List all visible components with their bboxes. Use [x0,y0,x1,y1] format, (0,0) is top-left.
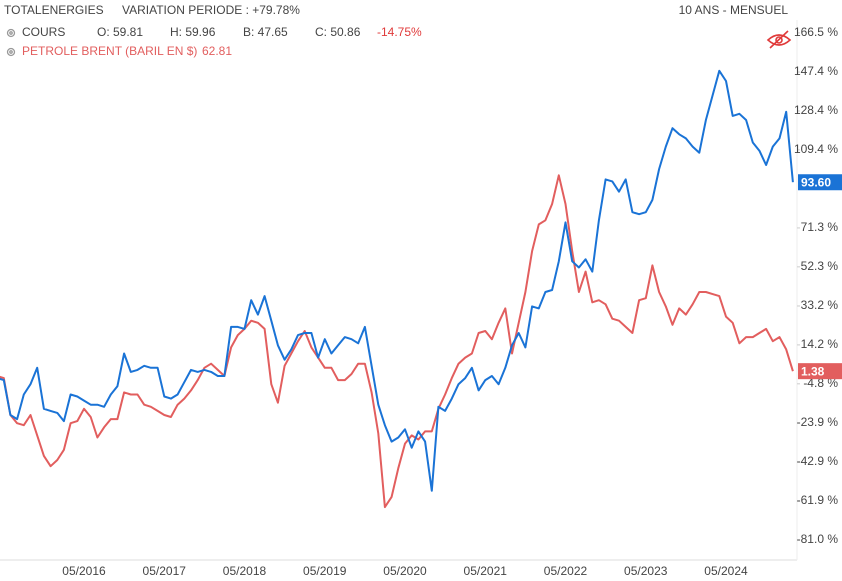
hide-icon[interactable] [766,30,792,49]
ohlc-open: O: 59.81 [97,25,143,39]
x-tick-label: 05/2021 [464,564,508,578]
y-tick-label: -61.9 % [797,493,839,507]
end-label: 1.38 [801,364,825,378]
change: -14.75% [377,25,422,39]
y-tick-label: -23.9 % [797,415,839,429]
x-tick-label: 05/2024 [704,564,748,578]
price-line [0,69,794,492]
y-tick-label: 109.4 % [794,142,838,156]
x-tick-label: 05/2016 [62,564,106,578]
legend-brent-value: 62.81 [202,44,232,58]
x-tick-label: 05/2023 [624,564,668,578]
settings-icon[interactable] [6,47,16,57]
y-tick-label: -4.8 % [803,376,838,390]
ohlc-close: C: 50.86 [315,25,361,39]
variation: VARIATION PERIODE : +79.78% [122,3,300,17]
ohlc-high: H: 59.96 [170,25,216,39]
legend-cours: COURS [22,25,65,39]
y-tick-label: 147.4 % [794,64,838,78]
x-tick-label: 05/2019 [303,564,347,578]
x-tick-label: 05/2017 [143,564,187,578]
y-tick-label: 52.3 % [801,259,839,273]
y-tick-label: -42.9 % [797,454,839,468]
settings-icon[interactable] [6,28,16,38]
y-tick-label: 166.5 % [794,25,838,39]
end-label-box [798,174,842,191]
y-tick-label: 128.4 % [794,103,838,117]
y-tick-label: 33.2 % [801,298,839,312]
y-tick-label: 71.3 % [801,220,839,234]
ohlc-low: B: 47.65 [243,25,288,39]
legend-brent: PETROLE BRENT (BARIL EN $) [22,44,197,58]
end-label-box [798,363,842,380]
price-line [0,174,794,509]
period: 10 ANS - MENSUEL [679,3,789,17]
y-tick-label: -81.0 % [797,532,839,546]
instrument: TOTALENERGIES [4,3,104,17]
x-tick-label: 05/2020 [383,564,427,578]
x-tick-label: 05/2022 [544,564,588,578]
y-tick-label: 14.2 % [801,337,839,351]
x-tick-label: 05/2018 [223,564,267,578]
end-label: 93.60 [801,175,831,189]
